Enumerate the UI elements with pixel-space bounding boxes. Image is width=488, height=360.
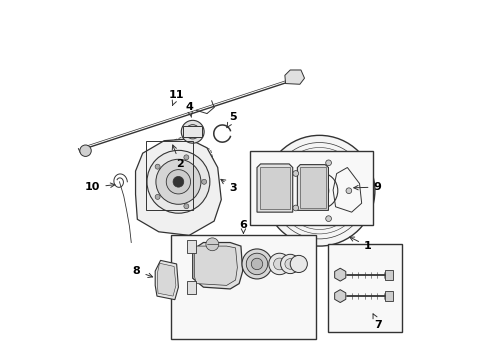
Circle shape [292, 205, 298, 211]
Bar [249, 152, 372, 225]
Bar [385, 291, 392, 301]
Circle shape [325, 160, 331, 166]
Circle shape [273, 258, 285, 270]
Circle shape [268, 253, 290, 275]
Bar [187, 240, 196, 252]
Bar [299, 167, 325, 208]
Circle shape [173, 176, 183, 187]
Text: 4: 4 [185, 102, 193, 117]
Circle shape [309, 181, 328, 200]
Text: 9: 9 [353, 182, 381, 192]
Circle shape [147, 150, 209, 213]
Polygon shape [192, 243, 242, 289]
Circle shape [183, 155, 188, 160]
Circle shape [166, 170, 190, 194]
Polygon shape [285, 70, 304, 84]
Circle shape [290, 255, 307, 273]
Text: 2: 2 [172, 145, 183, 169]
Circle shape [201, 179, 206, 184]
Circle shape [246, 253, 267, 275]
Circle shape [155, 164, 160, 169]
Text: 10: 10 [85, 182, 115, 192]
Bar [171, 235, 315, 339]
Circle shape [155, 194, 160, 199]
Polygon shape [257, 164, 292, 212]
Circle shape [181, 120, 203, 143]
Bar [259, 167, 289, 209]
Circle shape [156, 159, 201, 204]
Circle shape [280, 254, 299, 274]
Circle shape [242, 249, 271, 279]
Circle shape [80, 145, 91, 157]
Circle shape [346, 188, 351, 194]
Polygon shape [334, 268, 345, 281]
Circle shape [185, 125, 200, 139]
Circle shape [205, 238, 218, 251]
Circle shape [264, 135, 374, 246]
Circle shape [292, 171, 298, 176]
Text: 8: 8 [132, 266, 152, 278]
Bar [328, 244, 401, 332]
Bar [187, 281, 196, 294]
Polygon shape [334, 290, 345, 302]
Circle shape [183, 204, 188, 209]
Bar [146, 141, 192, 210]
Circle shape [325, 216, 331, 221]
Text: 5: 5 [226, 112, 236, 128]
Polygon shape [155, 260, 178, 300]
Text: 1: 1 [349, 237, 371, 251]
Bar [385, 270, 392, 280]
Polygon shape [157, 263, 176, 296]
Text: 7: 7 [372, 314, 382, 330]
Text: 11: 11 [168, 90, 184, 105]
Polygon shape [194, 246, 237, 285]
Text: 3: 3 [221, 179, 236, 193]
Circle shape [251, 258, 262, 270]
Text: 6: 6 [239, 220, 247, 233]
Circle shape [285, 258, 295, 269]
Polygon shape [297, 165, 328, 210]
Polygon shape [135, 139, 221, 235]
Bar [183, 126, 202, 137]
